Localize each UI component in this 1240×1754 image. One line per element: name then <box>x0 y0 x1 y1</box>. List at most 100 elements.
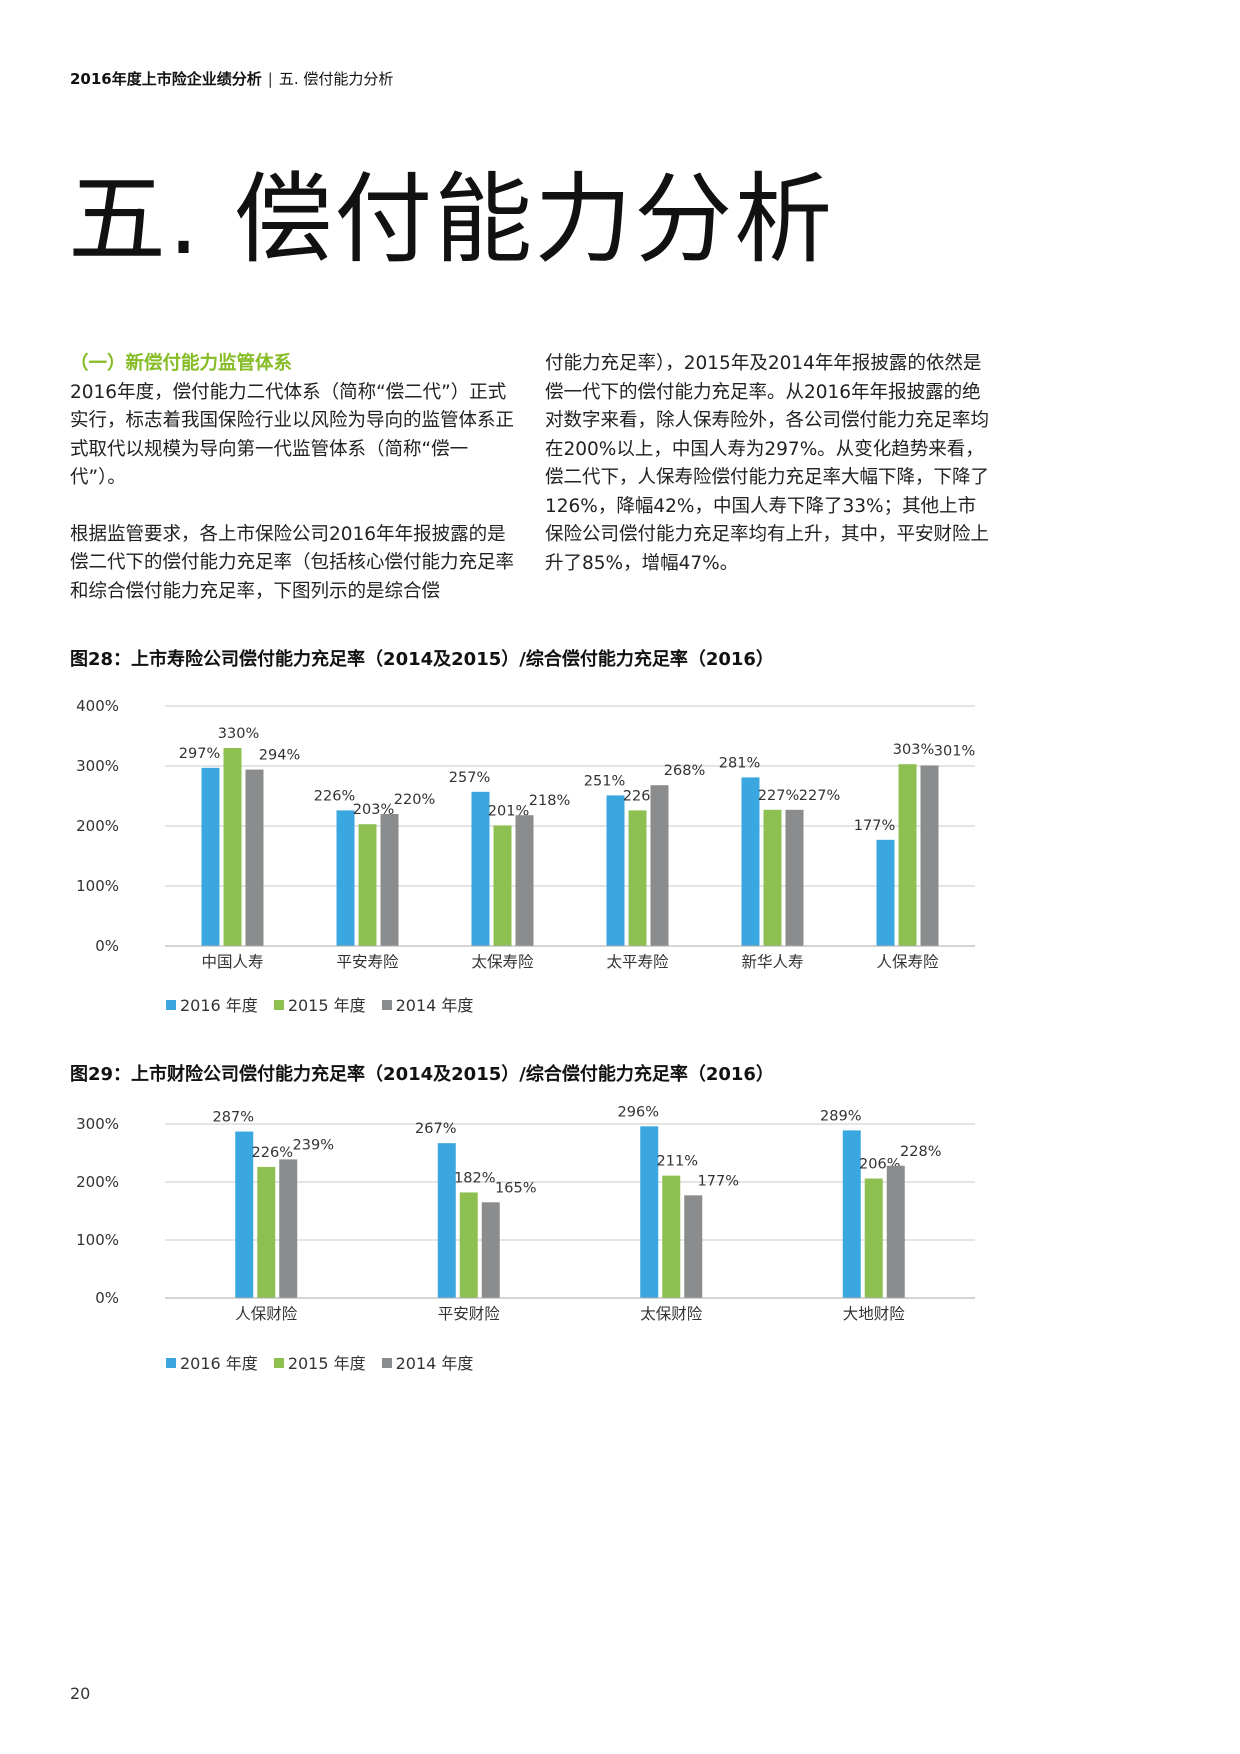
data-label: 182% <box>454 1170 495 1186</box>
x-category-label: 人保寿险 <box>876 953 939 971</box>
bar-2016 <box>876 839 895 946</box>
y-tick-label: 400% <box>76 697 119 715</box>
figure-28-chart: 0% 100% 200% 300% 400% 297% 330% 294% 中国人寿 226% 20… <box>70 690 990 971</box>
bar-2016 <box>606 795 625 946</box>
x-category-label: 中国人寿 <box>201 953 263 971</box>
paragraph-3: 付能力充足率），2015年及2014年年报披露的依然是偿一代下的偿付能力充足率。… <box>545 353 990 574</box>
legend-swatch <box>381 1358 392 1368</box>
bar-2016 <box>640 1126 659 1298</box>
bar-2015 <box>493 825 512 946</box>
data-label: 226% <box>314 788 355 804</box>
data-label: 330% <box>218 726 259 742</box>
running-header: 2016年度上市险企业绩分析 | 五. 偿付能力分析 <box>70 68 393 89</box>
bar-2015 <box>358 824 377 946</box>
data-label: 287% <box>213 1110 254 1126</box>
figure-28-title: 图28：上市寿险公司偿付能力充足率（2014及2015）/综合偿付能力充足率（2… <box>70 649 774 670</box>
right-text-column: 付能力充足率），2015年及2014年年报披露的依然是偿一代下的偿付能力充足率。… <box>545 350 990 606</box>
y-tick-label: 300% <box>76 1115 119 1133</box>
x-category-label: 太保财险 <box>640 1305 703 1323</box>
paragraph-2: 根据监管要求，各上市保险公司2016年年报披露的是偿二代下的偿付能力充足率（包括… <box>70 523 515 602</box>
paragraph-1: 2016年度，偿付能力二代体系（简称“偿二代”）正式实行，标志着我国保险行业以风… <box>70 381 515 489</box>
header-separator: | <box>267 70 273 88</box>
data-label: 177% <box>698 1173 739 1189</box>
page-title: 五. 偿付能力分析 <box>68 163 835 277</box>
legend-swatch <box>273 1000 284 1010</box>
bar-2014 <box>785 809 804 946</box>
bar-2015 <box>662 1175 681 1298</box>
property-insurance-bar-chart: 0% 100% 200% 300% 287% 226% 239% 人保财险 267% 182%16… <box>76 1104 975 1323</box>
bar-2014 <box>515 815 534 946</box>
left-text-column: （一）新偿付能力监管体系 2016年度，偿付能力二代体系（简称“偿二代”）正式实… <box>70 350 515 634</box>
bar-2016 <box>741 777 760 946</box>
data-label: 268% <box>664 763 705 779</box>
data-label: 227% <box>799 788 840 804</box>
figure-29-chart: 0% 100% 200% 300% 287% 226% 239% 人保财险 267% 182% 16… <box>70 1104 990 1340</box>
y-tick-label: 200% <box>76 1173 119 1191</box>
bar-2016 <box>201 767 220 946</box>
legend-item: 2014 年度 <box>381 1350 474 1374</box>
x-category-label: 大地财险 <box>843 1305 906 1323</box>
y-tick-label: 300% <box>76 757 119 775</box>
figure-28-legend: 2016 年度 2015 年度 2014 年度 <box>166 992 489 1016</box>
bar-2015 <box>898 764 917 946</box>
legend-item: 2015 年度 <box>273 1350 366 1374</box>
data-label: 289% <box>820 1108 861 1124</box>
bar-2014 <box>481 1202 500 1298</box>
data-label: 228% <box>900 1144 941 1160</box>
y-tick-label: 200% <box>76 817 119 835</box>
x-category-label: 人保财险 <box>235 1305 298 1323</box>
data-label: 257% <box>449 770 490 786</box>
data-label: 227% <box>758 788 799 804</box>
figure-29-title: 图29：上市财险公司偿付能力充足率（2014及2015）/综合偿付能力充足率（2… <box>70 1064 774 1085</box>
x-category-label: 新华人寿 <box>741 953 803 971</box>
legend-swatch <box>381 1000 392 1010</box>
bar-2014 <box>650 785 669 946</box>
bar-2016 <box>336 810 355 946</box>
x-category-label: 平安财险 <box>438 1305 501 1323</box>
bar-2015 <box>763 809 782 946</box>
data-label: 177% <box>854 818 895 834</box>
legend-label: 2016 年度 <box>180 996 258 1015</box>
legend-item: 2014 年度 <box>381 992 474 1016</box>
legend-label: 2014 年度 <box>395 996 474 1015</box>
data-label: 294% <box>259 748 300 764</box>
data-label: 297% <box>179 746 220 762</box>
legend-item: 2015 年度 <box>273 992 366 1016</box>
bar-2014 <box>684 1195 703 1298</box>
bar-2015 <box>257 1166 276 1298</box>
data-label: 267% <box>415 1121 456 1137</box>
bar-2016 <box>437 1143 456 1298</box>
bar-2015 <box>223 748 242 946</box>
life-insurance-bar-chart: 0%100%200%300%400%297%330%294%中国人寿226%20… <box>76 697 975 971</box>
data-label: 211% <box>657 1154 698 1170</box>
bar-2014 <box>886 1165 905 1298</box>
legend-swatch <box>166 1358 176 1368</box>
bar-2014 <box>245 769 264 946</box>
page-number: 20 <box>70 1684 91 1703</box>
report-name: 2016年度上市险企业绩分析 <box>70 70 262 88</box>
bar-2015 <box>459 1192 478 1298</box>
x-category-label: 平安寿险 <box>336 953 399 971</box>
y-tick-label: 100% <box>76 1231 119 1249</box>
data-label: 296% <box>618 1104 659 1120</box>
legend-label: 2016 年度 <box>180 1354 258 1373</box>
data-label: 218% <box>529 793 570 809</box>
section-subheading: （一）新偿付能力监管体系 <box>70 353 293 374</box>
bar-2015 <box>628 810 647 946</box>
legend-label: 2015 年度 <box>287 1354 366 1373</box>
legend-label: 2014 年度 <box>395 1354 474 1373</box>
section-name: 五. 偿付能力分析 <box>278 70 394 88</box>
x-category-label: 太平寿险 <box>606 953 669 971</box>
data-label: 239% <box>293 1137 334 1153</box>
data-label: 251% <box>584 773 625 789</box>
bar-2015 <box>864 1178 883 1298</box>
data-label: 165% <box>495 1180 536 1196</box>
y-tick-label: 100% <box>76 877 119 895</box>
data-label: 301% <box>934 743 975 759</box>
data-label: 303% <box>893 742 934 758</box>
legend-swatch <box>273 1358 284 1368</box>
bar-2016 <box>471 791 490 946</box>
legend-label: 2015 年度 <box>287 996 366 1015</box>
x-category-label: 太保寿险 <box>471 953 534 971</box>
bar-2016 <box>842 1130 861 1298</box>
